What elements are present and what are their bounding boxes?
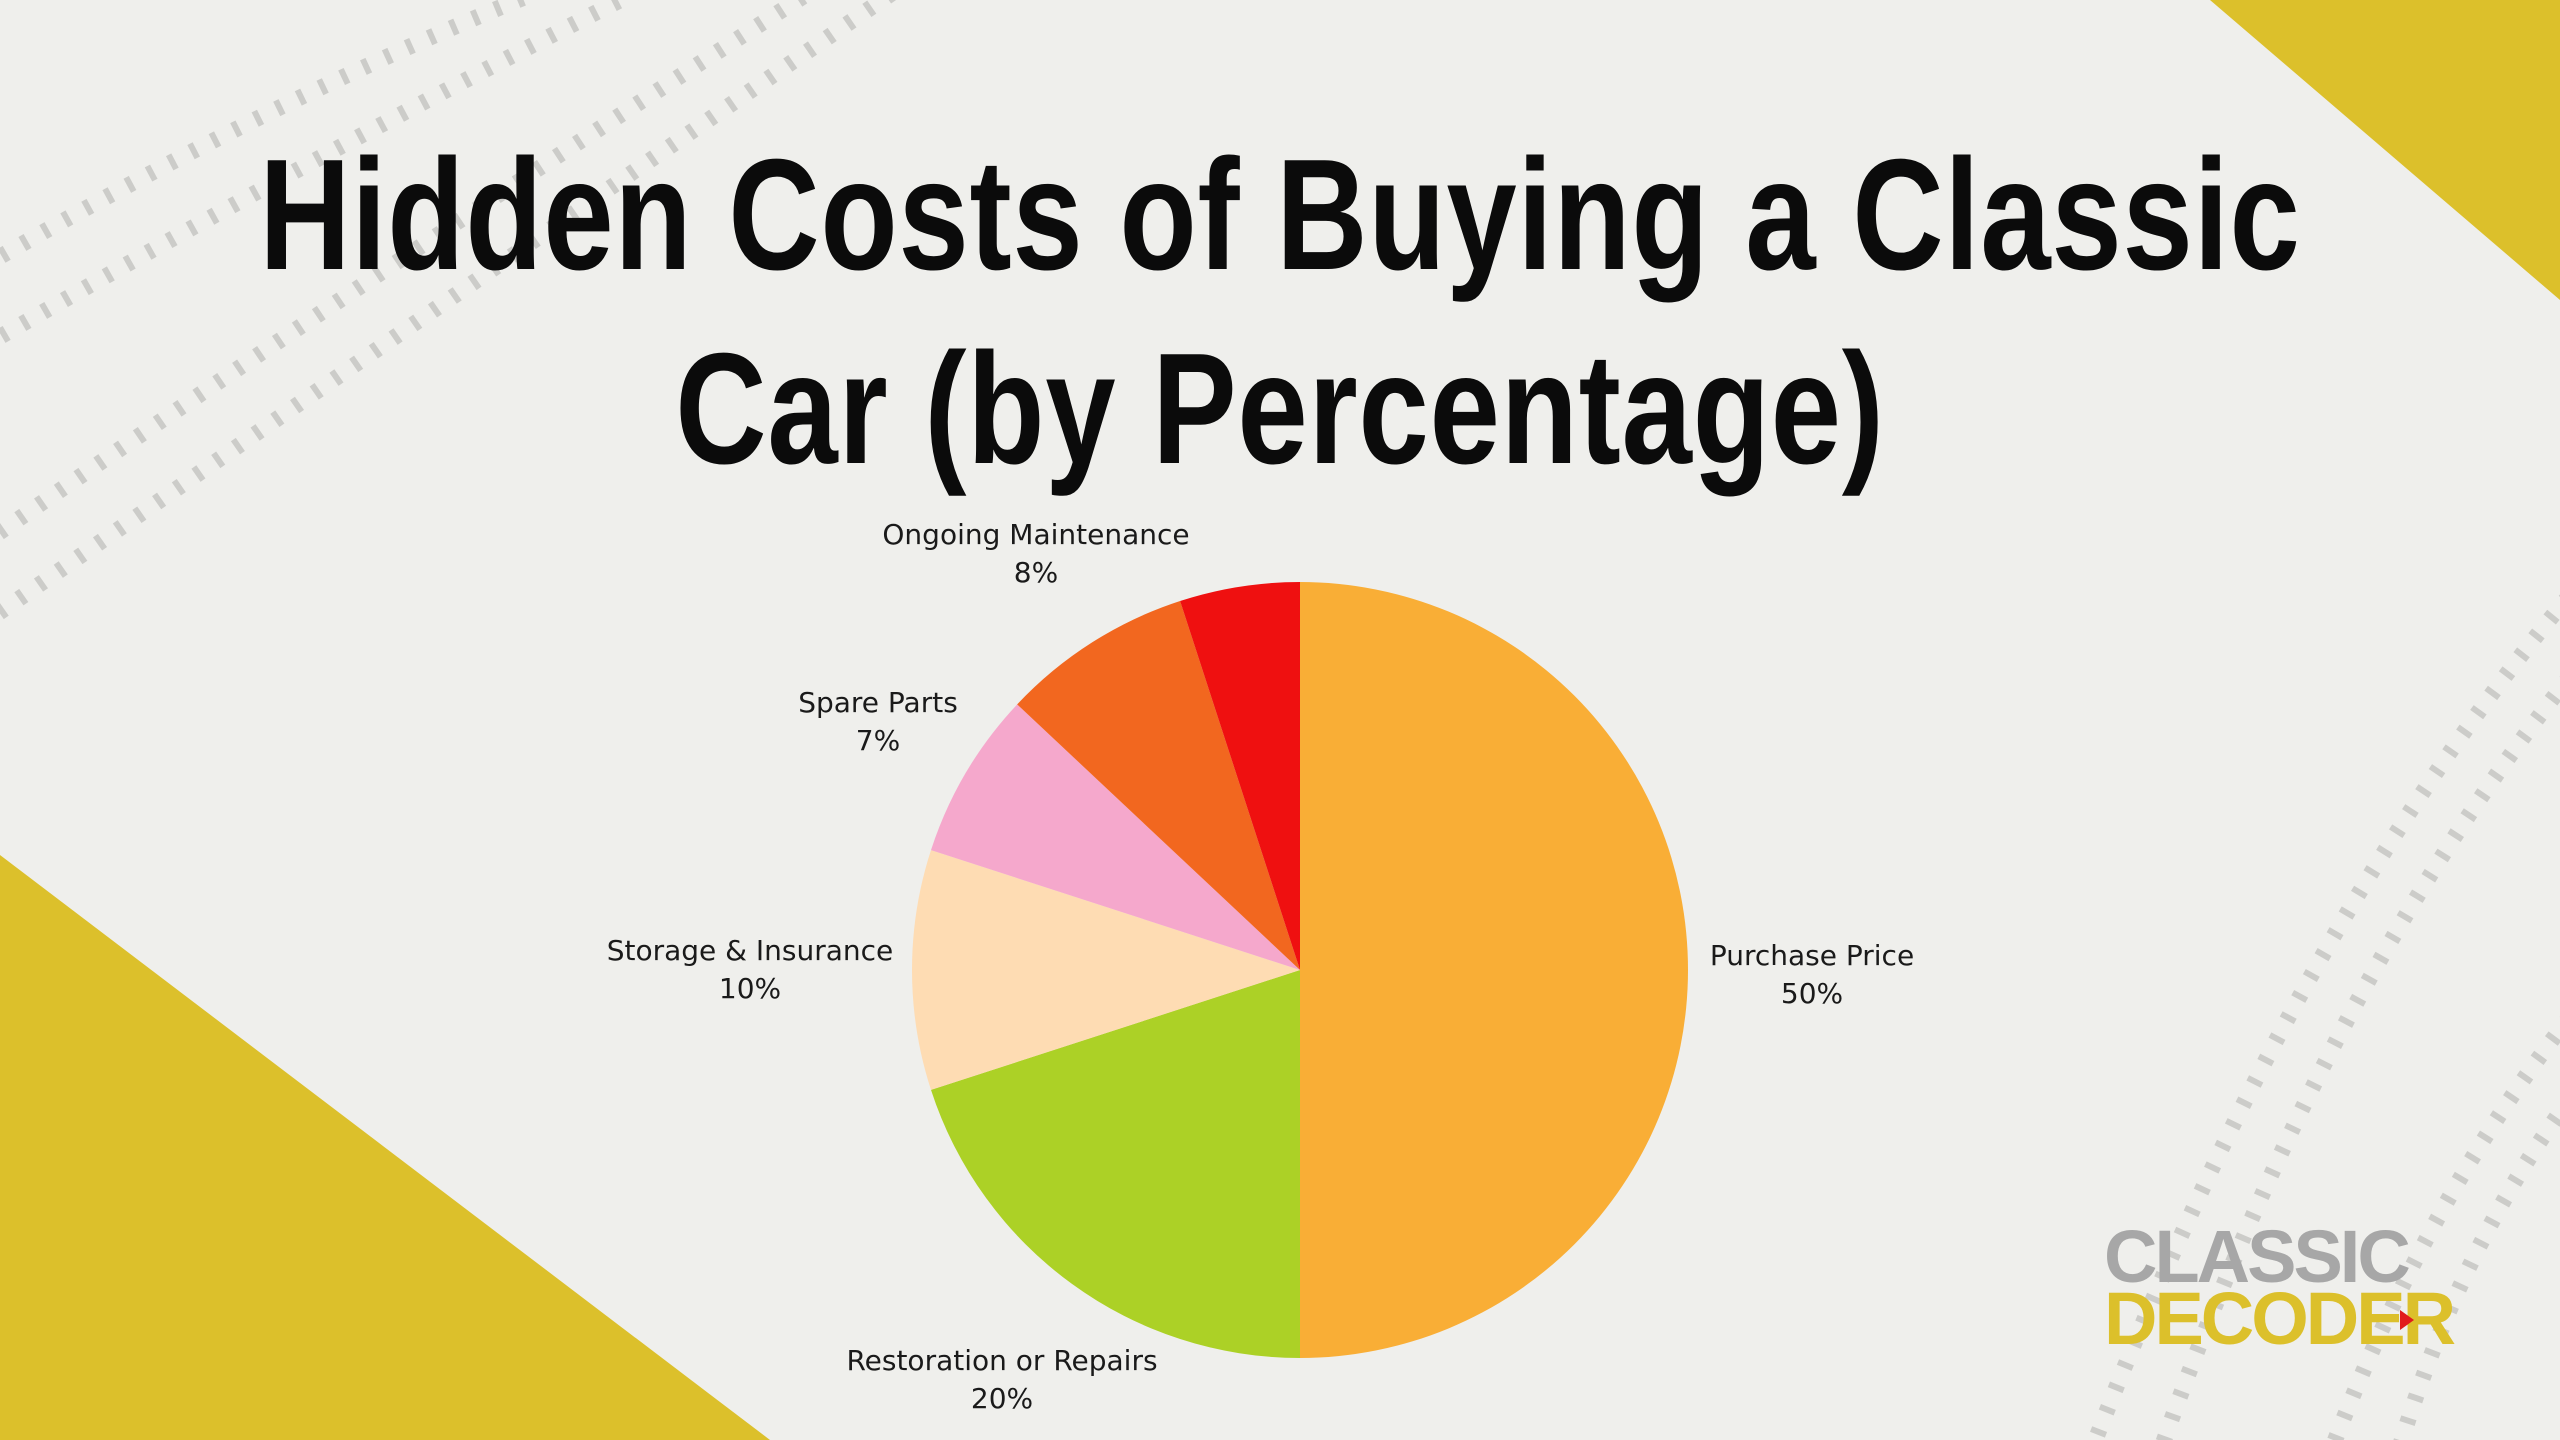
- logo-flag-icon: [2400, 1310, 2414, 1330]
- tire-track-top-left: [0, 0, 897, 622]
- logo-line2: DECODER: [2104, 1277, 2456, 1360]
- slice-label-restoration: Restoration or Repairs 20%: [846, 1342, 1157, 1418]
- tire-track-right: [2086, 594, 2560, 1440]
- yellow-corner-bottom-left: [0, 855, 770, 1440]
- slice-label-ongoing-maintenance: Ongoing Maintenance 8%: [882, 516, 1189, 592]
- slice-name: Restoration or Repairs: [846, 1344, 1158, 1377]
- yellow-corner-top-right: [2210, 0, 2560, 300]
- slice-name: Ongoing Maintenance: [882, 518, 1190, 551]
- classic-decoder-logo: CLASSIC DECODER: [2104, 1215, 2504, 1360]
- slice-label-storage-insurance: Storage & Insurance 10%: [607, 932, 894, 1008]
- slice-value: 50%: [1780, 977, 1844, 1010]
- slice-label-spare-parts: Spare Parts 7%: [798, 684, 958, 760]
- logo-line1: CLASSIC: [2104, 1215, 2411, 1298]
- slice-value: 10%: [718, 972, 782, 1005]
- chart-title-line2: Car (by Percentage): [675, 321, 1885, 497]
- slice-value: 20%: [970, 1382, 1034, 1415]
- slice-label-purchase-price: Purchase Price 50%: [1710, 937, 1914, 1013]
- slice-value: 7%: [855, 724, 901, 757]
- pie-slice-storage-insurance: [911, 850, 1300, 1090]
- slice-name: Purchase Price: [1709, 939, 1915, 972]
- pie-slice-purchase-price: [1300, 582, 1688, 1358]
- chart-title: Hidden Costs of Buying a Classic Car (by…: [256, 118, 2304, 506]
- slice-name: Storage & Insurance: [606, 934, 894, 967]
- pie-slice-spare-parts: [930, 704, 1300, 970]
- pie-slice-unlabeled: [1180, 582, 1300, 970]
- chart-title-line1: Hidden Costs of Buying a Classic: [259, 127, 2301, 303]
- slice-value: 8%: [1013, 556, 1059, 589]
- pie-slice-ongoing-maintenance: [1017, 600, 1300, 970]
- slice-name: Spare Parts: [798, 686, 958, 719]
- pie-slice-restoration-or-repairs: [930, 970, 1300, 1358]
